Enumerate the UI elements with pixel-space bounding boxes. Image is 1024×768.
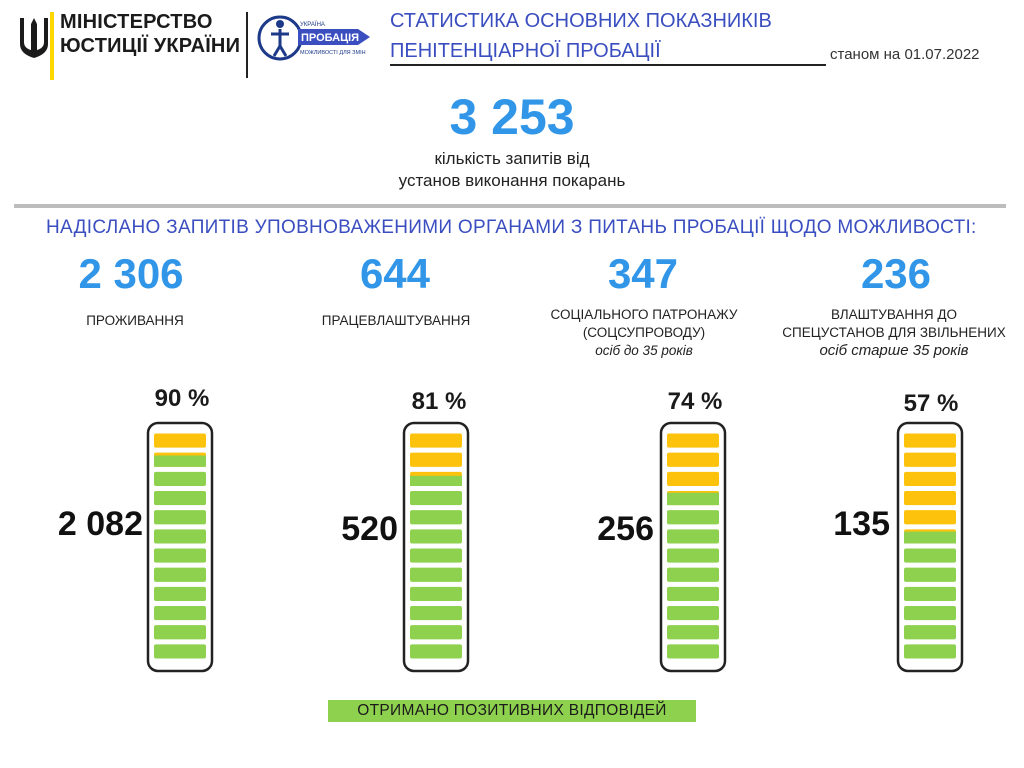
category-label-line1: СОЦІАЛЬНОГО ПАТРОНАЖУ [550, 307, 738, 322]
header-divider [246, 12, 248, 78]
section-divider [14, 204, 1006, 208]
legend-swatch [328, 700, 696, 722]
category-note: осіб до 35 років [595, 343, 693, 358]
total-caption-line2: установ виконання покарань [398, 171, 626, 190]
meter-segment-positive [667, 606, 719, 621]
meter-segment-positive [667, 548, 719, 563]
meter-segment-remainder [667, 452, 719, 467]
percent-label-employment: 81 % [411, 388, 467, 415]
meter-segment-remainder [410, 452, 462, 467]
meter-segment-positive [154, 471, 206, 486]
probation-logo: УКРАЇНА ПРОБАЦІЯ МОЖЛИВОСТІ ДЛЯ ЗМІН [257, 15, 370, 61]
meter-segment-positive [154, 548, 206, 563]
meter-segment-positive [154, 625, 206, 640]
meter-segment-remainder [154, 433, 206, 448]
meter-segment-remainder [904, 433, 956, 448]
total-requests-value: 3 253 [449, 89, 575, 145]
percent-label-special-institutions: 57 % [903, 390, 959, 417]
category-note: осіб старше 35 років [819, 342, 969, 359]
meter-segment-positive [154, 529, 206, 544]
meter-segment-positive [410, 567, 462, 582]
meter-segment-positive [904, 548, 956, 563]
requests-value-housing: 2 306 [78, 250, 184, 297]
meter-segment-remainder [904, 471, 956, 486]
title-underline [390, 64, 826, 66]
meter-segment-positive-partial [667, 492, 719, 506]
ministry-name-line1: МІНІСТЕРСТВО [60, 11, 213, 33]
logo-text-small: УКРАЇНА [300, 21, 325, 28]
category-label-housing: ПРОЖИВАННЯ [5, 312, 265, 330]
total-requests-caption: кількість запитів від установ виконання … [0, 148, 1024, 192]
category-label-line1: ПРОЖИВАННЯ [86, 313, 184, 328]
flag-stripe [50, 12, 54, 80]
legend-label: ОТРИМАНО ПОЗИТИВНИХ ВІДПОВІДЕЙ [357, 702, 667, 719]
meter-segment-remainder [904, 452, 956, 467]
meter-segment-positive [410, 644, 462, 659]
ministry-name: МІНІСТЕРСТВО ЮСТИЦІЇ УКРАЇНИ [60, 10, 240, 58]
coat-of-arms-icon [20, 18, 48, 58]
meter-segment-positive [154, 586, 206, 601]
percent-label-housing: 90 % [154, 385, 210, 412]
meter-segment-positive [667, 529, 719, 544]
category-label-special-institutions: ВЛАШТУВАННЯ ДО СПЕЦУСТАНОВ ДЛЯ ЗВІЛЬНЕНИ… [764, 306, 1024, 360]
page-title-line2: ПЕНІТЕНЦІАРНОЇ ПРОБАЦІЇ [390, 40, 661, 62]
meter-segment-remainder [667, 433, 719, 448]
meter-segment-positive [667, 510, 719, 525]
meter-segment-remainder [904, 491, 956, 506]
meter-segment-positive [410, 491, 462, 506]
meter-segment-positive [154, 606, 206, 621]
meter-segment-positive [904, 567, 956, 582]
meter-housing [146, 421, 214, 673]
positive-value-special-institutions: 135 [833, 505, 890, 543]
category-label-line1: ПРАЦЕВЛАШТУВАННЯ [321, 313, 471, 328]
meter-segment-positive [904, 644, 956, 659]
total-caption-line1: кількість запитів від [434, 149, 590, 168]
meter-segment-positive [154, 567, 206, 582]
meter-segment-positive [904, 586, 956, 601]
as-of-date: станом на 01.07.2022 [830, 46, 980, 63]
category-label-line2: (СОЦСУПРОВОДУ) [582, 325, 706, 340]
category-label-social-patronage: СОЦІАЛЬНОГО ПАТРОНАЖУ (СОЦСУПРОВОДУ) осі… [514, 306, 774, 360]
meter-segment-positive-partial [904, 531, 956, 544]
meter-segment-positive [410, 510, 462, 525]
meter-segment-positive [410, 586, 462, 601]
meter-special-institutions [896, 421, 964, 673]
meter-segment-positive [154, 510, 206, 525]
meter-segment-positive [667, 644, 719, 659]
positive-value-housing: 2 082 [57, 505, 143, 543]
meter-segment-positive [904, 606, 956, 621]
ministry-name-line2: ЮСТИЦІЇ УКРАЇНИ [60, 35, 241, 57]
meter-segment-positive [667, 625, 719, 640]
meter-segment-positive [410, 625, 462, 640]
percent-label-social-patronage: 74 % [667, 388, 723, 415]
meter-segment-positive [410, 606, 462, 621]
meter-segment-remainder [410, 433, 462, 448]
meter-segment-positive [154, 491, 206, 506]
requests-value-special-institutions: 236 [860, 250, 932, 297]
category-label-line1: ВЛАШТУВАННЯ ДО [830, 307, 958, 322]
category-label-employment: ПРАЦЕВЛАШТУВАННЯ [266, 312, 526, 330]
category-label-line2: СПЕЦУСТАНОВ ДЛЯ ЗВІЛЬНЕНИХ [782, 325, 1006, 340]
meter-employment [402, 421, 470, 673]
positive-value-employment: 520 [341, 510, 398, 548]
meter-segment-remainder [904, 510, 956, 525]
logo-text-main: ПРОБАЦІЯ [301, 32, 359, 44]
requests-value-social-patronage: 347 [607, 250, 679, 297]
meter-segment-positive [667, 586, 719, 601]
meter-segment-positive-partial [154, 455, 206, 467]
page-title: СТАТИСТИКА ОСНОВНИХ ПОКАЗНИКІВ ПЕНІТЕНЦІ… [390, 6, 772, 66]
meter-segment-positive-partial [410, 475, 462, 486]
meter-segment-positive [410, 529, 462, 544]
meter-segment-remainder [667, 471, 719, 486]
meter-segment-positive [154, 644, 206, 659]
positive-value-social-patronage: 256 [597, 510, 654, 548]
meter-segment-positive [410, 548, 462, 563]
meter-segment-positive [667, 567, 719, 582]
logo-text-sub: МОЖЛИВОСТІ ДЛЯ ЗМІН [300, 50, 366, 56]
meter-social-patronage [659, 421, 727, 673]
section-title: НАДІСЛАНО ЗАПИТІВ УПОВНОВАЖЕНИМИ ОРГАНАМ… [46, 217, 977, 238]
requests-value-employment: 644 [359, 250, 431, 297]
meter-segment-positive [904, 625, 956, 640]
page-title-line1: СТАТИСТИКА ОСНОВНИХ ПОКАЗНИКІВ [390, 10, 772, 32]
